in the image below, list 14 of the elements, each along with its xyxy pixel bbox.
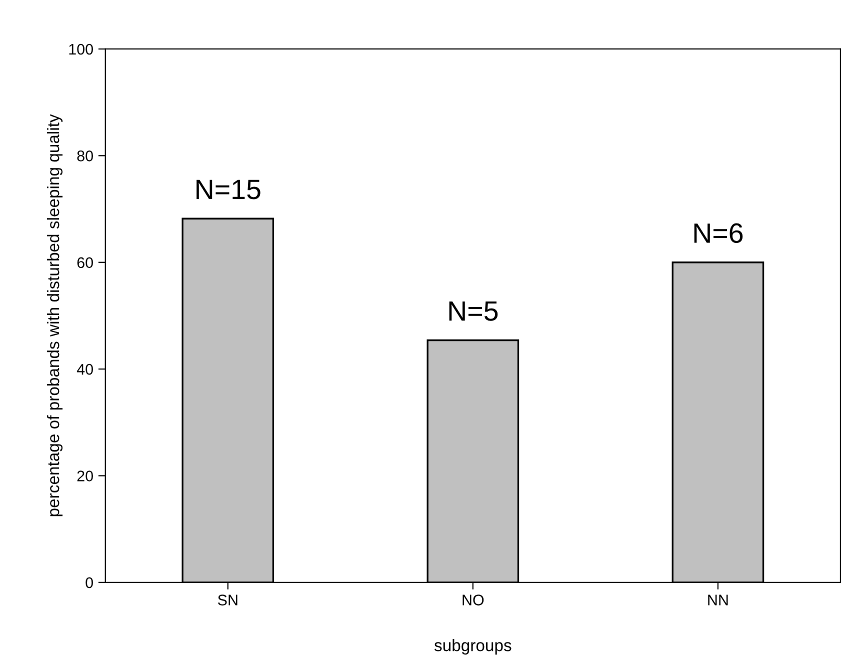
- x-tick-label: NO: [462, 594, 484, 606]
- x-tick-label: SN: [218, 594, 238, 606]
- x-axis-title: subgroups: [434, 639, 512, 655]
- y-tick-label: 100: [69, 44, 93, 55]
- y-tick-label: 80: [77, 150, 93, 162]
- y-tick-label: 0: [86, 577, 93, 588]
- y-tick-label: 40: [76, 364, 93, 375]
- annotation: N=15: [196, 180, 260, 200]
- y-axis-title: percentage of probands with disturbed sleeping quality: [46, 114, 63, 516]
- x-tick-label: NN: [708, 594, 728, 606]
- annotation: N=5: [449, 301, 498, 321]
- y-tick-label: 60: [77, 257, 93, 268]
- y-tick-label: 20: [77, 470, 93, 482]
- annotation: N=6: [694, 223, 743, 243]
